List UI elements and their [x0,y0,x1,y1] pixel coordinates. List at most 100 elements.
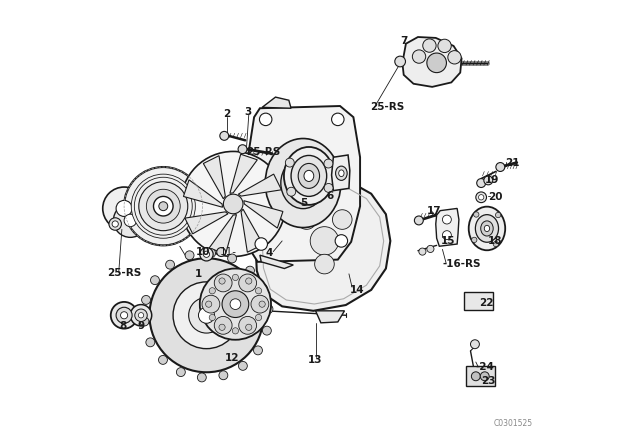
Circle shape [113,203,147,237]
Circle shape [472,372,480,381]
Circle shape [219,324,225,330]
Circle shape [255,288,262,294]
Circle shape [219,278,225,284]
Circle shape [180,151,285,257]
Circle shape [239,362,247,370]
Circle shape [116,307,132,323]
Ellipse shape [476,215,499,242]
Polygon shape [184,180,223,207]
Text: 9: 9 [138,320,145,331]
Ellipse shape [304,170,314,181]
Circle shape [442,215,451,224]
Polygon shape [262,97,291,108]
Polygon shape [241,209,263,252]
Circle shape [427,246,434,253]
Circle shape [222,291,249,318]
Circle shape [287,187,296,196]
Circle shape [220,131,228,140]
Circle shape [209,288,216,294]
Text: 15: 15 [441,236,456,246]
Text: 19: 19 [484,175,499,185]
Polygon shape [230,154,257,194]
Circle shape [480,372,489,381]
Circle shape [395,56,406,67]
Ellipse shape [284,147,334,205]
FancyBboxPatch shape [464,292,493,310]
Text: 4: 4 [266,248,273,258]
Text: 11-: 11- [220,247,237,257]
Ellipse shape [339,170,344,177]
Circle shape [198,307,214,323]
Circle shape [470,340,479,349]
Text: 13: 13 [308,355,323,365]
Circle shape [310,227,339,255]
Text: 25-RS: 25-RS [246,147,280,157]
Circle shape [177,368,186,377]
Ellipse shape [298,164,319,188]
Circle shape [150,276,159,284]
Circle shape [297,210,316,229]
Text: 20: 20 [488,192,503,202]
Circle shape [159,355,168,364]
Circle shape [205,301,212,307]
Text: 21: 21 [505,158,519,168]
Circle shape [189,297,224,333]
Circle shape [239,274,257,292]
Text: 6: 6 [326,191,333,202]
Circle shape [109,218,122,230]
Circle shape [412,50,426,63]
Circle shape [217,248,226,257]
Circle shape [150,258,264,372]
Circle shape [131,305,152,326]
Circle shape [232,328,239,334]
Circle shape [140,317,149,326]
Ellipse shape [281,157,325,209]
Polygon shape [209,215,236,254]
Circle shape [219,371,228,380]
Circle shape [223,194,243,214]
Circle shape [495,212,500,218]
Polygon shape [332,155,350,190]
Circle shape [230,299,241,310]
Circle shape [427,53,447,73]
Circle shape [324,184,333,192]
Text: -24: -24 [476,362,495,372]
Text: 8: 8 [119,320,126,331]
Circle shape [112,221,118,227]
Circle shape [116,200,132,216]
Text: 17: 17 [427,206,442,215]
FancyBboxPatch shape [466,366,495,386]
Circle shape [258,284,267,293]
Text: C0301525: C0301525 [493,419,533,428]
Circle shape [264,305,273,314]
Circle shape [315,254,334,274]
Circle shape [419,248,426,255]
Text: 14: 14 [350,285,365,295]
Ellipse shape [335,166,347,181]
Circle shape [477,179,486,188]
Circle shape [209,314,216,321]
Circle shape [159,202,168,211]
Circle shape [124,214,136,227]
Text: 22: 22 [479,298,494,308]
Circle shape [476,192,486,202]
Circle shape [202,295,220,313]
Circle shape [238,145,247,154]
Circle shape [493,241,499,247]
Polygon shape [403,37,461,87]
Circle shape [474,212,479,217]
Polygon shape [245,106,360,262]
Circle shape [135,309,147,322]
Circle shape [207,249,216,258]
Circle shape [232,274,239,280]
Ellipse shape [468,207,505,250]
Text: 10: 10 [196,247,211,257]
Circle shape [423,39,436,52]
Circle shape [131,174,195,238]
Circle shape [154,196,173,216]
Text: 23: 23 [481,376,495,386]
Circle shape [173,282,240,349]
Circle shape [251,295,269,313]
Circle shape [332,210,352,229]
Circle shape [332,113,344,125]
